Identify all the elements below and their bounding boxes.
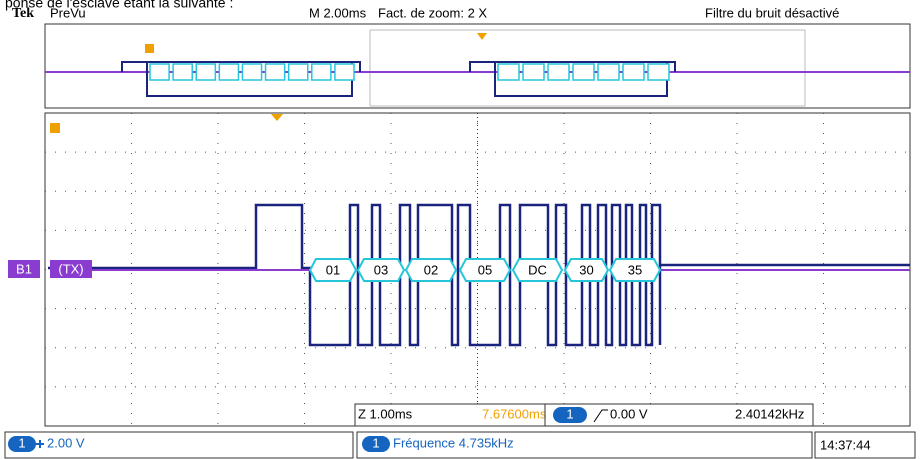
byte-value: 35: [628, 262, 642, 277]
channel-badge: [8, 436, 36, 452]
trigger-marker: [50, 123, 60, 133]
zoom-position: 7.67600ms: [482, 406, 547, 421]
zoom-scale: Z 1.00ms: [358, 406, 413, 421]
bus-label: B1: [16, 261, 32, 276]
footer-channel: [4, 431, 354, 459]
byte-value: 05: [478, 262, 492, 277]
footer-channel-number: 1: [18, 435, 25, 450]
trigger-slope: [593, 409, 608, 423]
footer-scale: 2.00 V: [47, 435, 85, 450]
overview-byte: [572, 63, 595, 81]
brand: Tek: [12, 6, 34, 21]
byte-box: [356, 258, 406, 282]
overview-byte: [497, 63, 520, 81]
channel-badge: [362, 436, 390, 452]
bus-decode: 01 03 02 05 DC 30 35: [92, 258, 910, 282]
byte-box: [608, 258, 662, 282]
byte-value: DC: [528, 262, 547, 277]
overview-byte: [287, 63, 309, 81]
footer-measurement: [356, 431, 813, 459]
trigger-position: [271, 114, 283, 121]
waveform: [48, 203, 910, 347]
trigger-level: 0.00 V: [610, 406, 648, 421]
byte-value: 03: [374, 262, 388, 277]
noise-filter: Filtre du bruit désactivé: [705, 5, 839, 20]
overview-byte: [334, 63, 355, 81]
overview-byte: [311, 63, 332, 81]
overview-byte: [647, 63, 670, 81]
byte-box: [404, 258, 458, 282]
byte-box: [458, 258, 512, 282]
bus-name-bg: [50, 260, 92, 278]
footer-time: [814, 431, 916, 459]
overview-byte: [622, 63, 645, 81]
zoom-factor: Fact. de zoom: 2 X: [378, 5, 487, 20]
overview-trigger: [145, 44, 154, 53]
trigger-frequency: 2.40142kHz: [735, 406, 804, 421]
overview-byte: [218, 63, 240, 81]
overview-byte: [149, 63, 170, 81]
overview-byte: [241, 63, 263, 81]
overview-byte: [172, 63, 193, 81]
overview-byte: [522, 63, 545, 81]
zoom-window: [369, 29, 806, 107]
overview-byte: [597, 63, 620, 81]
byte-value: 01: [326, 262, 340, 277]
overview-byte: [264, 63, 286, 81]
overview-marker: [477, 33, 487, 40]
caption: ponse de l'esclave étant la suivante :: [5, 0, 233, 11]
overview-bursts: [121, 61, 676, 97]
channel-badge: [553, 407, 587, 423]
coupling-icon: [36, 440, 44, 448]
bus-label-bg: [8, 260, 40, 278]
overview-byte: [547, 63, 570, 81]
measurement: Fréquence 4.735kHz: [393, 435, 514, 450]
byte-box: [308, 258, 358, 282]
bus-name: (TX): [58, 261, 83, 276]
byte-box: [511, 258, 564, 282]
timebase: M 2.00ms: [309, 5, 367, 20]
byte-value: 30: [579, 262, 593, 277]
overview-byte: [195, 63, 217, 81]
measure-channel: 1: [372, 435, 379, 450]
byte-value: 02: [424, 262, 438, 277]
mode: PreVu: [50, 5, 86, 20]
clock: 14:37:44: [820, 437, 871, 452]
byte-box: [563, 258, 610, 282]
zoom-channel: 1: [566, 406, 573, 421]
